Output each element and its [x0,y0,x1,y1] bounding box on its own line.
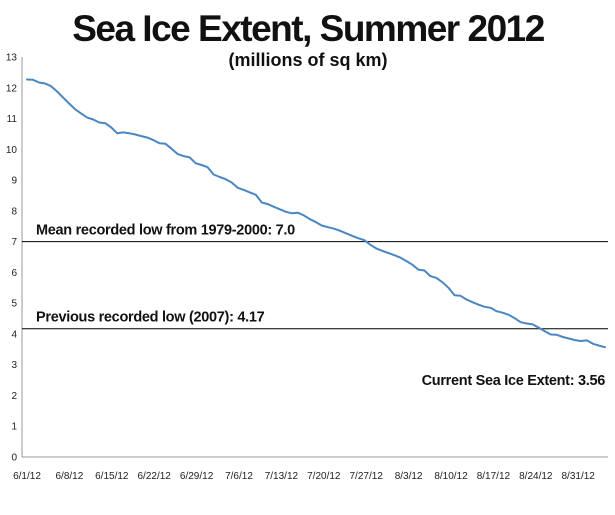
y-tick-label: 4 [11,329,17,340]
x-tick-label: 6/1/12 [13,471,41,482]
x-tick-label: 6/15/12 [95,471,129,482]
x-tick-label: 7/13/12 [265,471,299,482]
y-tick-label: 13 [6,53,18,64]
reference-line-label: Mean recorded low from 1979-2000: 7.0 [36,223,295,239]
reference-lines: Mean recorded low from 1979-2000: 7.0 Pre… [22,223,608,330]
series-layer [26,78,606,349]
y-tick-label: 2 [11,391,17,402]
reference-line-label: Previous recorded low (2007): 4.17 [36,310,265,326]
y-tick-label: 7 [11,237,17,248]
x-tick-label: 8/3/12 [395,471,423,482]
y-tick-label: 5 [11,299,17,310]
x-tick-label: 7/20/12 [307,471,341,482]
y-tick-label: 6 [11,268,17,279]
chart-subtitle: (millions of sq km) [228,50,387,70]
y-tick-label: 9 [11,176,17,187]
x-tick-label: 8/24/12 [519,471,553,482]
y-tick-label: 11 [7,114,18,125]
series-line [26,78,606,349]
x-tick-label: 8/31/12 [562,471,596,482]
y-tick-label: 8 [11,206,17,217]
y-tick-label: 12 [6,83,18,94]
y-tick-label: 10 [6,145,18,156]
x-tick-label: 8/17/12 [477,471,511,482]
x-tick-label: 6/22/12 [138,471,172,482]
x-tick-label: 6/8/12 [55,471,83,482]
x-tick-label: 8/10/12 [434,471,468,482]
x-axis-ticks: 6/1/12 6/8/12 6/15/12 6/22/12 6/29/12 7/6/12 7… [13,471,595,482]
x-tick-label: 7/6/12 [225,471,253,482]
y-tick-label: 3 [11,360,17,371]
chart-title: Sea Ice Extent, Summer 2012 [72,8,545,49]
x-tick-label: 7/27/12 [350,471,384,482]
x-tick-label: 6/29/12 [180,471,214,482]
y-tick-label: 0 [11,453,17,464]
y-tick-label: 1 [11,422,17,433]
current-extent-annotation: Current Sea Ice Extent: 3.56 [422,373,606,389]
